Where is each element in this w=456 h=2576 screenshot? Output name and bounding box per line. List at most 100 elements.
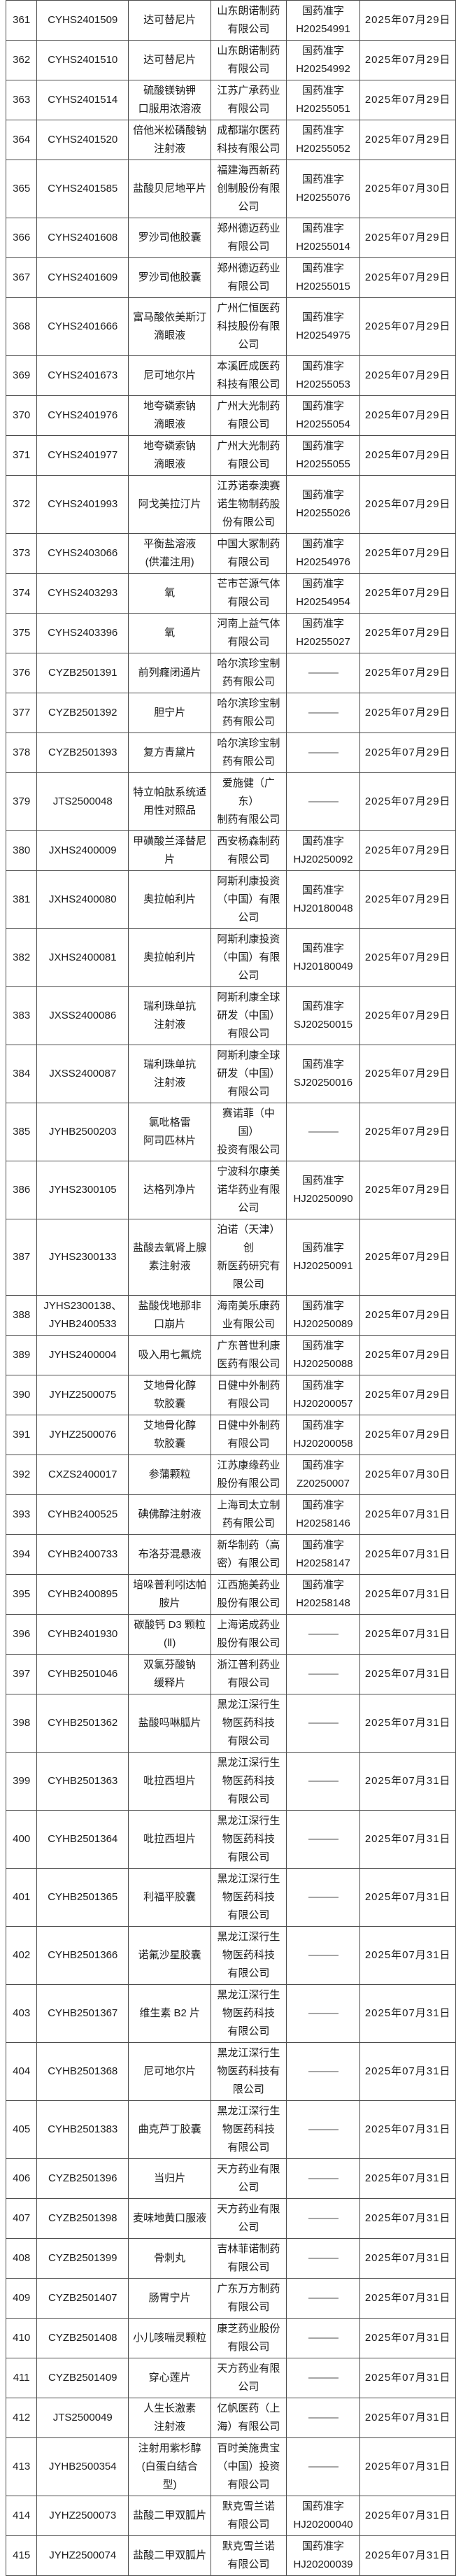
cell-company-name: 黑龙江深行生 物医药科技 有限公司 bbox=[211, 1752, 287, 1811]
cell-acceptance-number: CYHS2403293 bbox=[36, 573, 129, 614]
cell-row-number: 382 bbox=[5, 928, 38, 987]
cell-row-number: 415 bbox=[5, 2535, 38, 2576]
table-row: 406 CYZB2501396 当归片 天方药业有限 公司 ——— 2025年07月31日 bbox=[5, 2158, 456, 2199]
cell-company-name: 默克雪兰诺 有限公司 bbox=[211, 2496, 287, 2536]
no-approval-dash: ——— bbox=[308, 2212, 339, 2224]
cell-company-name: 郑州德迈药业 有限公司 bbox=[211, 257, 287, 298]
cell-company-name: 海南美乐康药 业有限公司 bbox=[211, 1295, 287, 1336]
cell-drug-name: 罗沙司他胶囊 bbox=[128, 257, 212, 298]
cell-company-name: 黑龙江深行生 物医药科技有 限公司 bbox=[211, 2042, 287, 2101]
cell-row-number: 390 bbox=[5, 1375, 38, 1415]
cell-approval-number: 国药准字 H20258147 bbox=[285, 1534, 361, 1575]
cell-drug-name: 注射用紫杉醇 (白蛋白结合 型) bbox=[128, 2437, 212, 2496]
cell-approval-number: 国药准字 SJ20250015 bbox=[285, 986, 361, 1045]
no-approval-dash: ——— bbox=[308, 2252, 339, 2264]
cell-drug-name: 地夸磷索钠 滴眼液 bbox=[128, 395, 212, 436]
cell-approval-number: ——— bbox=[285, 2278, 361, 2319]
cell-company-name: 山东朗诺制药 有限公司 bbox=[211, 40, 287, 80]
cell-company-name: 江苏诺泰澳赛 诺生物制药股 份有限公司 bbox=[211, 475, 287, 534]
cell-acceptance-number: CYHS2403396 bbox=[36, 613, 129, 653]
cell-drug-name: 达格列净片 bbox=[128, 1161, 212, 1219]
cell-approval-number: 国药准字 H20258146 bbox=[285, 1494, 361, 1535]
cell-approval-date: 2025年07月30日 bbox=[359, 160, 456, 218]
cell-acceptance-number: JXHS2400080 bbox=[36, 870, 129, 929]
cell-acceptance-number: JYHZ2500073 bbox=[36, 2496, 129, 2536]
cell-acceptance-number: CYHB2501367 bbox=[36, 1984, 129, 2043]
cell-drug-name: 双氯芬酸钠 缓释片 bbox=[128, 1654, 212, 1694]
cell-approval-number: ——— bbox=[285, 1103, 361, 1161]
cell-approval-number: 国药准字 HJ20250091 bbox=[285, 1219, 361, 1296]
no-approval-dash: ——— bbox=[308, 2412, 339, 2423]
cell-approval-number: ——— bbox=[285, 1984, 361, 2043]
cell-approval-date: 2025年07月31日 bbox=[359, 1694, 456, 1753]
cell-acceptance-number: JXSS2400086 bbox=[36, 986, 129, 1045]
cell-row-number: 368 bbox=[5, 297, 38, 356]
no-approval-dash: ——— bbox=[308, 2461, 339, 2472]
cell-company-name: 浙江普利药业 有限公司 bbox=[211, 1654, 287, 1694]
cell-approval-number: 国药准字 H20258148 bbox=[285, 1574, 361, 1615]
no-approval-dash: ——— bbox=[308, 2172, 339, 2184]
table-row: 379 JTS2500048 特立帕肽系统适 用性对照品 爱施健（广东） 制药有限公司… bbox=[5, 772, 456, 831]
no-approval-dash: ——— bbox=[308, 1891, 339, 1903]
no-approval-dash: ——— bbox=[308, 2292, 339, 2304]
cell-company-name: 日健中外制药 有限公司 bbox=[211, 1375, 287, 1415]
cell-row-number: 393 bbox=[5, 1494, 38, 1535]
cell-drug-name: 吡拉西坦片 bbox=[128, 1810, 212, 1869]
cell-drug-name: 达可替尼片 bbox=[128, 0, 212, 41]
no-approval-dash: ——— bbox=[308, 1628, 339, 1640]
cell-approval-number: 国药准字 H20255051 bbox=[285, 80, 361, 120]
cell-approval-date: 2025年07月29日 bbox=[359, 1335, 456, 1375]
cell-approval-date: 2025年07月31日 bbox=[359, 1494, 456, 1535]
cell-acceptance-number: CYHB2501364 bbox=[36, 1810, 129, 1869]
cell-approval-date: 2025年07月31日 bbox=[359, 1752, 456, 1811]
table-row: 400 CYHB2501364 吡拉西坦片 黑龙江深行生 物医药科技 有限公司 ——— 2… bbox=[5, 1810, 456, 1869]
table-row: 403 CYHB2501367 维生素 B2 片黑龙江深行生 物医药科技 有限公司 —… bbox=[5, 1984, 456, 2043]
no-approval-dash: ——— bbox=[308, 746, 339, 758]
cell-row-number: 395 bbox=[5, 1574, 38, 1615]
table-row: 391 JYHZ2500076 艾地骨化醇 软胶囊 日健中外制药 有限公司 国药准字 H… bbox=[5, 1415, 456, 1455]
table-row: 385 JYHB2500203 氯吡格雷 阿司匹林片 赛诺菲（中国） 投资有限公司 ——… bbox=[5, 1103, 456, 1161]
cell-company-name: 上海司太立制 药有限公司 bbox=[211, 1494, 287, 1535]
table-row: 408 CYZB2501399 骨刺丸 吉林菲诺制药 有限公司 ——— 2025年07月3… bbox=[5, 2238, 456, 2279]
cell-approval-date: 2025年07月29日 bbox=[359, 1161, 456, 1219]
table-row: 388 JYHS2300138、 JYHB2400533 盐酸伐地那非 口崩片 海南美… bbox=[5, 1295, 456, 1336]
no-approval-dash: ——— bbox=[308, 1775, 339, 1787]
cell-company-name: 黑龙江深行生 物医药科技 有限公司 bbox=[211, 2100, 287, 2159]
cell-approval-date: 2025年07月29日 bbox=[359, 297, 456, 356]
cell-acceptance-number: CYHB2501368 bbox=[36, 2042, 129, 2101]
cell-drug-name: 骨刺丸 bbox=[128, 2238, 212, 2279]
cell-company-name: 黑龙江深行生 物医药科技 有限公司 bbox=[211, 1694, 287, 1753]
cell-approval-number: ——— bbox=[285, 2042, 361, 2101]
table-row: 399 CYHB2501363 吡拉西坦片 黑龙江深行生 物医药科技 有限公司 ——— 2… bbox=[5, 1752, 456, 1811]
cell-approval-date: 2025年07月31日 bbox=[359, 2496, 456, 2536]
cell-approval-date: 2025年07月29日 bbox=[359, 870, 456, 929]
table-row: 363 CYHS2401514 硫酸镁钠钾 口服用浓溶液 江苏广承药业 有限公司 国药准… bbox=[5, 80, 456, 120]
table-row: 413 JYHB2500354 注射用紫杉醇 (白蛋白结合 型) 百时美施贵宝 （中国… bbox=[5, 2437, 456, 2496]
cell-company-name: 广州仁恒医药 科技股份有限 公司 bbox=[211, 297, 287, 356]
cell-drug-name: 盐酸贝尼地平片 bbox=[128, 160, 212, 218]
cell-acceptance-number: CYHS2401977 bbox=[36, 435, 129, 476]
cell-acceptance-number: CXZS2400017 bbox=[36, 1455, 129, 1495]
cell-drug-name: 罗沙司他胶囊 bbox=[128, 218, 212, 258]
cell-drug-name: 盐酸去氧肾上腺 素注射液 bbox=[128, 1219, 212, 1296]
cell-company-name: 黑龙江深行生 物医药科技 有限公司 bbox=[211, 1868, 287, 1927]
cell-drug-name: 硫酸镁钠钾 口服用浓溶液 bbox=[128, 80, 212, 120]
cell-approval-date: 2025年07月31日 bbox=[359, 1984, 456, 2043]
no-approval-dash: ——— bbox=[308, 1668, 339, 1680]
table-row: 382 JXHS2400081 奥拉帕利片 阿斯利康投资 （中国）有限 公司 国药准字 … bbox=[5, 928, 456, 987]
table-row: 364 CYHS2401520 倍他米松磷酸钠 注射液 成都瑞尔医药 科技有限公司 国药… bbox=[5, 120, 456, 160]
cell-approval-date: 2025年07月29日 bbox=[359, 395, 456, 436]
cell-row-number: 386 bbox=[5, 1161, 38, 1219]
cell-acceptance-number: CYZB2501392 bbox=[36, 693, 129, 733]
cell-row-number: 391 bbox=[5, 1415, 38, 1455]
cell-approval-date: 2025年07月29日 bbox=[359, 1415, 456, 1455]
cell-acceptance-number: CYHS2401609 bbox=[36, 257, 129, 298]
cell-approval-number: 国药准字 H20255014 bbox=[285, 218, 361, 258]
cell-drug-name: 氯吡格雷 阿司匹林片 bbox=[128, 1103, 212, 1161]
cell-drug-name: 碘佛醇注射液 bbox=[128, 1494, 212, 1535]
cell-row-number: 414 bbox=[5, 2496, 38, 2536]
cell-drug-name: 地夸磷索钠 滴眼液 bbox=[128, 435, 212, 476]
cell-company-name: 百时美施贵宝 （中国）投资 有限公司 bbox=[211, 2437, 287, 2496]
cell-approval-date: 2025年07月31日 bbox=[359, 2437, 456, 2496]
cell-approval-date: 2025年07月30日 bbox=[359, 1455, 456, 1495]
